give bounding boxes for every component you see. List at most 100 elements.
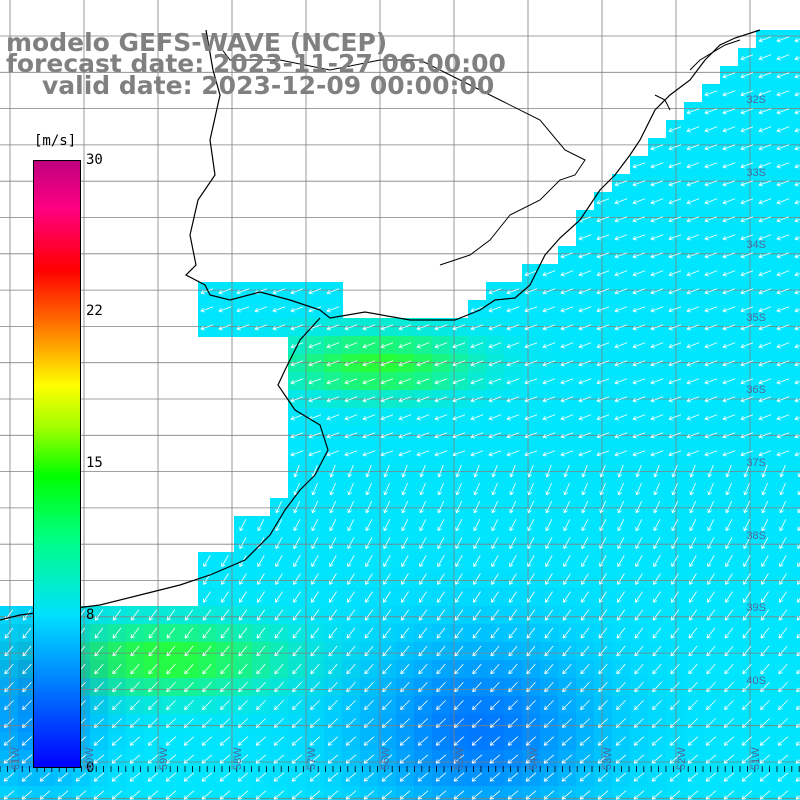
wind-arrow bbox=[455, 537, 463, 550]
wind-arrow bbox=[491, 555, 499, 567]
wind-cell bbox=[630, 606, 649, 625]
wind-cell bbox=[720, 246, 739, 265]
wind-cell bbox=[0, 696, 19, 715]
wind-arrow bbox=[795, 795, 800, 800]
wind-cell bbox=[396, 696, 415, 715]
wind-arrow bbox=[650, 234, 664, 241]
wind-arrow bbox=[597, 772, 609, 782]
wind-arrow bbox=[578, 270, 592, 277]
wind-cell bbox=[468, 444, 487, 463]
wind-arrow bbox=[794, 433, 800, 439]
wind-arrow bbox=[526, 681, 536, 693]
wind-cell bbox=[684, 624, 703, 643]
wind-cell bbox=[108, 768, 127, 787]
wind-cell bbox=[756, 714, 775, 733]
wind-arrow bbox=[437, 555, 445, 567]
wind-arrow bbox=[166, 627, 176, 639]
wind-arrow bbox=[779, 464, 786, 478]
wind-arrow bbox=[722, 414, 736, 421]
wind-arrow bbox=[273, 772, 285, 782]
wind-cell bbox=[252, 282, 271, 301]
wind-arrow bbox=[776, 108, 790, 115]
wind-arrow bbox=[686, 324, 700, 331]
wind-cell bbox=[756, 606, 775, 625]
wind-cell bbox=[738, 282, 757, 301]
wind-arrow bbox=[758, 216, 772, 223]
wind-arrow bbox=[724, 609, 734, 621]
wind-arrow bbox=[473, 519, 481, 532]
wind-cell bbox=[108, 714, 127, 733]
wind-cell bbox=[630, 516, 649, 535]
wind-arrow bbox=[237, 736, 249, 746]
wind-arrow bbox=[382, 681, 392, 693]
wind-arrow bbox=[688, 700, 698, 711]
wind-arrow bbox=[668, 324, 682, 331]
wind-arrow bbox=[632, 162, 646, 169]
wind-arrow bbox=[776, 414, 790, 421]
wind-cell bbox=[594, 660, 613, 679]
wind-arrow bbox=[794, 37, 800, 43]
wind-arrow bbox=[760, 681, 770, 693]
wind-arrow bbox=[417, 790, 429, 800]
wind-cell bbox=[576, 624, 595, 643]
wind-cell bbox=[540, 444, 559, 463]
wind-cell bbox=[594, 750, 613, 769]
wind-cell bbox=[306, 660, 325, 679]
wind-arrow bbox=[596, 414, 610, 421]
wind-arrow bbox=[398, 360, 412, 367]
wind-arrow bbox=[326, 306, 340, 313]
wind-arrow bbox=[722, 306, 736, 313]
wind-arrow bbox=[437, 573, 445, 585]
wind-cell bbox=[324, 480, 343, 499]
wind-cell bbox=[792, 552, 800, 571]
wind-cell bbox=[324, 624, 343, 643]
wind-arrow bbox=[364, 627, 374, 639]
wind-cell bbox=[630, 660, 649, 679]
wind-cell bbox=[0, 750, 19, 769]
wind-arrow bbox=[183, 754, 195, 764]
wind-cell bbox=[324, 408, 343, 427]
wind-cell bbox=[360, 354, 379, 373]
wind-arrow bbox=[380, 396, 394, 403]
wind-arrow bbox=[545, 464, 552, 478]
wind-cell bbox=[324, 516, 343, 535]
wind-arrow bbox=[578, 288, 592, 295]
wind-arrow bbox=[290, 378, 304, 385]
wind-arrow bbox=[581, 519, 589, 532]
wind-arrow bbox=[779, 555, 787, 567]
wind-arrow bbox=[581, 537, 589, 550]
wind-cell bbox=[360, 552, 379, 571]
wind-cell bbox=[342, 606, 361, 625]
wind-arrow bbox=[471, 754, 483, 764]
wind-arrow bbox=[401, 555, 409, 567]
wind-arrow bbox=[671, 555, 679, 567]
wind-arrow bbox=[635, 555, 643, 567]
wind-cell bbox=[666, 642, 685, 661]
wind-arrow bbox=[794, 325, 800, 331]
wind-cell bbox=[612, 678, 631, 697]
wind-cell bbox=[720, 624, 739, 643]
wind-cell bbox=[774, 732, 793, 751]
wind-cell bbox=[612, 534, 631, 553]
wind-cell bbox=[252, 624, 271, 643]
wind-cell bbox=[252, 552, 271, 571]
wind-cell bbox=[594, 354, 613, 373]
wind-cell bbox=[450, 768, 469, 787]
wind-cell bbox=[612, 444, 631, 463]
wind-cell bbox=[432, 624, 451, 643]
wind-cell bbox=[504, 606, 523, 625]
wind-arrow bbox=[686, 378, 700, 385]
wind-cell bbox=[666, 174, 685, 193]
wind-cell bbox=[342, 318, 361, 337]
wind-arrow bbox=[617, 555, 625, 567]
wind-arrow bbox=[347, 500, 355, 514]
wind-cell bbox=[270, 678, 289, 697]
wind-arrow bbox=[165, 772, 177, 782]
wind-arrow bbox=[57, 772, 69, 782]
wind-arrow bbox=[652, 681, 662, 693]
wind-arrow bbox=[399, 718, 410, 728]
wind-arrow bbox=[581, 573, 589, 585]
wind-arrow bbox=[473, 537, 481, 550]
wind-arrow bbox=[596, 288, 610, 295]
wind-cell bbox=[702, 750, 721, 769]
